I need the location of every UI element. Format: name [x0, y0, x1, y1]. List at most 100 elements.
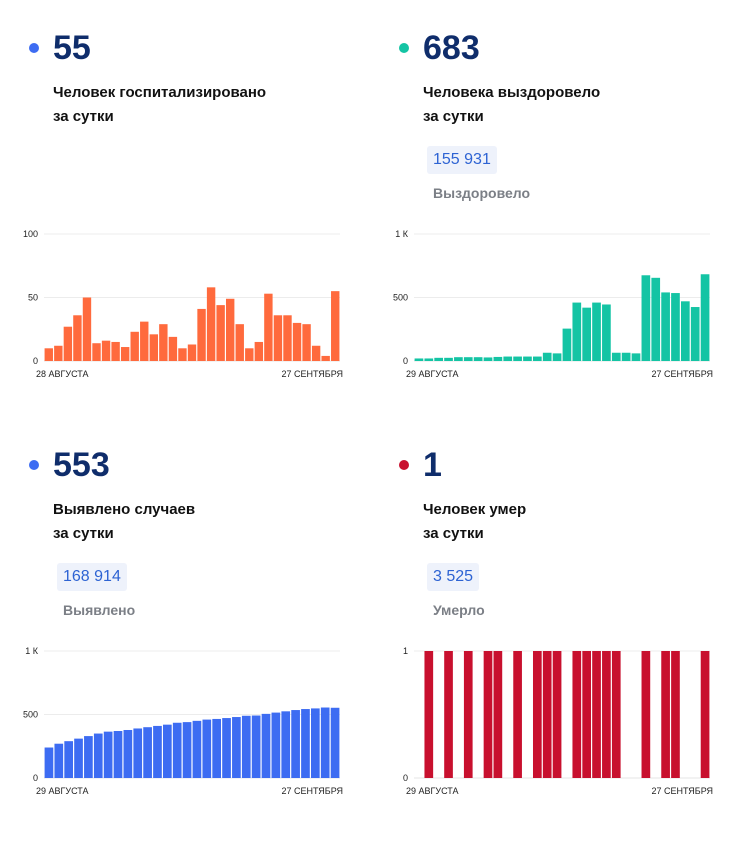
- bar: [74, 738, 83, 778]
- bar: [582, 651, 592, 778]
- panel-recovered: 683 Человека выздоровело за сутки 155 93…: [393, 30, 756, 440]
- label-line-1: Человек умер: [423, 501, 527, 518]
- y-tick-label: 50: [28, 293, 38, 303]
- bar: [232, 717, 241, 778]
- bar: [424, 358, 434, 361]
- bar: [212, 718, 222, 778]
- bar: [120, 347, 130, 361]
- bar: [310, 708, 320, 778]
- bar: [611, 352, 621, 361]
- bar: [552, 651, 562, 778]
- bar: [63, 326, 73, 361]
- bar: [283, 315, 292, 361]
- bar: [572, 651, 582, 778]
- bar: [552, 353, 562, 361]
- bar: [414, 358, 424, 361]
- y-tick-label: 0: [33, 356, 38, 366]
- bar: [168, 336, 178, 361]
- bar: [202, 719, 212, 778]
- x-tick-label: 27 СЕНТЯБРЯ: [281, 369, 343, 379]
- x-tick-label: 28 АВГУСТА: [36, 369, 89, 379]
- bar: [245, 348, 254, 361]
- bar: [93, 733, 103, 778]
- bar: [641, 651, 651, 778]
- bullet-dot: [399, 460, 409, 470]
- bar: [661, 292, 670, 361]
- bar: [513, 356, 522, 361]
- bar: [271, 712, 281, 778]
- bar: [54, 345, 63, 361]
- bar: [291, 710, 300, 778]
- bar: [264, 293, 273, 361]
- bar-chart: 0 50 100 28 АВГУСТА 27 СЕНТЯБРЯ: [23, 229, 343, 379]
- bar: [463, 651, 473, 778]
- bar: [84, 736, 93, 778]
- y-tick-label: 1 К: [395, 229, 409, 239]
- bar: [113, 731, 123, 778]
- bar: [281, 711, 291, 778]
- bar: [611, 651, 621, 778]
- bar-chart: 0 1 29 АВГУСТА 27 СЕНТЯБРЯ: [403, 646, 713, 796]
- bar: [54, 743, 64, 778]
- bar: [206, 287, 216, 361]
- bar: [321, 355, 330, 361]
- bar: [92, 343, 101, 361]
- daily-number: 553: [53, 446, 110, 484]
- bar: [513, 651, 522, 778]
- label-line-1: Выявлено случаев: [53, 501, 196, 518]
- y-tick-label: 500: [393, 293, 408, 303]
- bar: [503, 356, 513, 361]
- bar: [225, 298, 235, 361]
- bar: [159, 324, 168, 361]
- y-tick-label: 100: [23, 229, 38, 239]
- total-caption: Умерло: [433, 602, 485, 618]
- bar: [44, 348, 53, 361]
- bar: [424, 651, 434, 778]
- y-tick-label: 500: [23, 710, 38, 720]
- bar: [254, 341, 264, 361]
- bar: [182, 722, 192, 778]
- bar: [292, 322, 302, 361]
- bar: [222, 718, 231, 778]
- bar: [532, 356, 542, 361]
- bar: [523, 356, 532, 361]
- bar: [473, 357, 483, 361]
- bar: [320, 707, 330, 778]
- y-tick-label: 0: [403, 773, 408, 783]
- daily-number: 55: [53, 29, 91, 67]
- bar: [493, 356, 503, 361]
- panel-cases: 553 Выявлено случаев за сутки 168 914 Вы…: [23, 446, 399, 857]
- stat-label: Выявлено случаев за сутки: [53, 498, 195, 546]
- label-line-2: за сутки: [423, 525, 484, 542]
- total-value: 155 931: [427, 146, 497, 174]
- total-value: 3 525: [427, 563, 480, 591]
- x-tick-label: 27 СЕНТЯБРЯ: [651, 786, 713, 796]
- bar: [111, 341, 120, 361]
- bar: [101, 340, 111, 361]
- bar: [123, 729, 133, 778]
- bar: [143, 727, 152, 778]
- bar: [301, 709, 310, 778]
- label-line-1: Человека выздоровело: [423, 84, 601, 101]
- bar: [331, 291, 340, 361]
- bar: [133, 728, 143, 778]
- bar: [592, 651, 601, 778]
- bar: [172, 722, 182, 778]
- bullet-dot: [29, 460, 39, 470]
- bar: [73, 315, 82, 361]
- bar-chart: 0 500 1 К 29 АВГУСТА 27 СЕНТЯБРЯ: [23, 646, 343, 796]
- bar: [153, 725, 162, 778]
- bar: [103, 731, 113, 778]
- bar: [700, 274, 710, 361]
- bar: [542, 352, 552, 361]
- y-tick-label: 1 К: [25, 646, 39, 656]
- bar: [140, 321, 149, 361]
- stat-label: Человек госпитализировано за сутки: [53, 81, 266, 129]
- bullet-dot: [29, 43, 39, 53]
- label-line-2: за сутки: [53, 525, 114, 542]
- bar: [273, 315, 283, 361]
- bar: [197, 308, 206, 361]
- bar: [690, 307, 700, 361]
- bar: [82, 297, 92, 361]
- bar: [162, 724, 172, 778]
